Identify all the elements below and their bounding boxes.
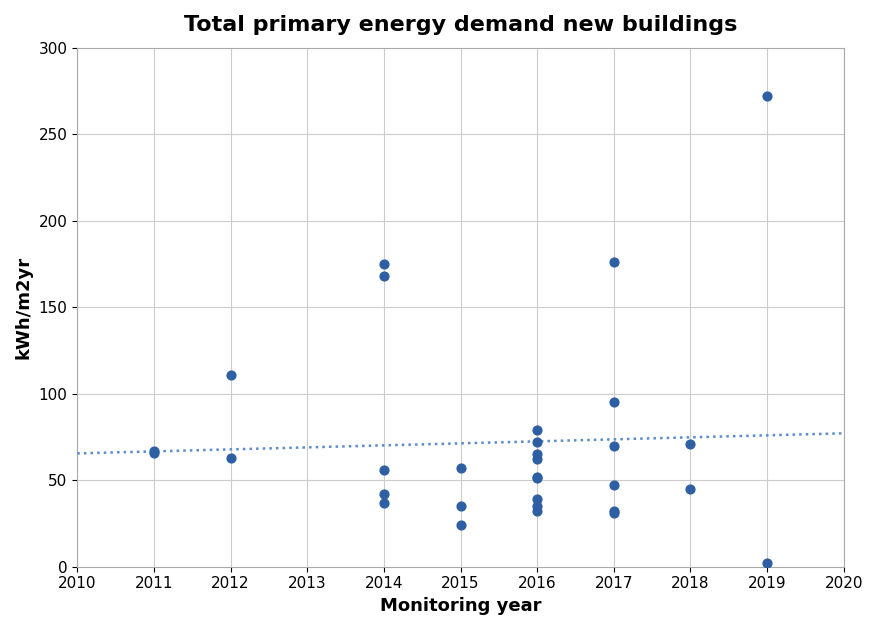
Point (606, 257, 620, 267)
Point (376, 489, 390, 499)
Point (224, 453, 238, 463)
Point (146, 447, 160, 457)
Point (682, 439, 696, 449)
Title: Total primary energy demand new buildings: Total primary energy demand new building… (183, 15, 737, 35)
Point (606, 440, 620, 450)
Point (530, 454, 544, 464)
Point (376, 498, 390, 508)
Point (530, 507, 544, 517)
Point (530, 501, 544, 511)
Point (146, 446, 160, 456)
Point (682, 484, 696, 494)
Point (453, 520, 467, 530)
Point (530, 494, 544, 504)
Point (224, 370, 238, 380)
Point (530, 425, 544, 435)
Point (606, 398, 620, 408)
Point (376, 271, 390, 281)
Point (606, 508, 620, 518)
Point (606, 507, 620, 517)
Point (530, 472, 544, 482)
Point (606, 480, 620, 490)
Point (453, 501, 467, 511)
Point (759, 558, 774, 568)
X-axis label: Monitoring year: Monitoring year (380, 597, 540, 615)
Point (530, 473, 544, 483)
Point (376, 259, 390, 269)
Point (453, 463, 467, 473)
Point (530, 437, 544, 447)
Point (530, 449, 544, 459)
Point (376, 465, 390, 475)
Y-axis label: kWh/m2yr: kWh/m2yr (15, 256, 33, 358)
Point (759, 91, 774, 101)
